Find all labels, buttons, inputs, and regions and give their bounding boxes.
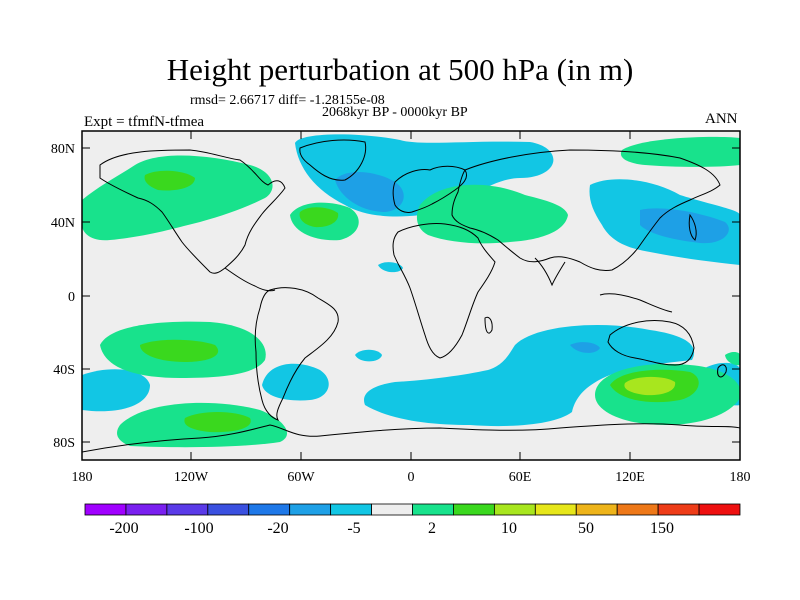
- colorbar-swatch: [453, 503, 495, 516]
- contour-strong-positive-atlantic: [299, 207, 339, 228]
- colorbar-label: -100: [184, 520, 213, 537]
- coastline-australia: [607, 320, 695, 366]
- contour-strong-negative-n-atlantic: [335, 171, 404, 212]
- contour-strong-negative-japan: [640, 208, 729, 244]
- coastlines: [82, 139, 740, 453]
- colorbar-label: 50: [578, 520, 594, 537]
- x-tick-label: 180: [72, 470, 93, 485]
- coastline-asia: [451, 149, 721, 271]
- colorbar-swatch: [125, 503, 168, 516]
- y-tick-label: 80N: [51, 142, 75, 157]
- x-tick-label: 120E: [615, 470, 645, 485]
- coastline-central-america: [224, 267, 276, 292]
- colorbar-swatch: [371, 503, 413, 516]
- y-tick-label: 0: [68, 290, 75, 305]
- coastline-new-zealand: [717, 364, 727, 378]
- contour-negative-atlantic-small: [378, 262, 403, 273]
- colorbar-label: -20: [267, 520, 288, 537]
- colorbar-swatch: [616, 503, 659, 516]
- x-axis-labels: 180 120W 60W 0 60E 120E 180: [72, 470, 751, 485]
- contour-strong-positive-s-pacific: [184, 412, 251, 433]
- contour-negative-southern: [364, 325, 695, 427]
- colorbar-swatch: [330, 503, 372, 516]
- x-tick-label: 60E: [509, 470, 532, 485]
- contour-strong-positive-sw-pacific: [140, 339, 219, 362]
- colorbar-swatch: [207, 503, 250, 516]
- x-tick-label: 180: [730, 470, 751, 485]
- colorbar-label: -200: [109, 520, 138, 537]
- y-tick-label: 80S: [53, 436, 75, 451]
- coastline-india: [534, 257, 566, 287]
- colorbar-label: 2: [428, 520, 436, 537]
- coastline-antarctica: [82, 423, 740, 453]
- colorbar-swatch: [657, 503, 700, 516]
- contour-positive-north-america: [82, 155, 273, 241]
- y-tick-label: 40S: [53, 363, 75, 378]
- colorbar-swatch: [412, 503, 454, 516]
- contour-negative-s-pacific: [82, 369, 150, 412]
- coastline-north-america: [99, 149, 286, 274]
- coastline-greenland: [299, 139, 367, 181]
- coastline-japan: [688, 213, 697, 241]
- colorbar-label: -5: [347, 520, 360, 537]
- coastline-europe: [392, 165, 468, 213]
- contour-fields: [82, 134, 740, 448]
- colorbar: [84, 503, 741, 516]
- season-label: ANN: [705, 111, 738, 127]
- colorbar-swatch: [534, 503, 577, 516]
- axis-ticks: [82, 131, 740, 460]
- coastline-africa: [392, 223, 496, 359]
- contour-negative-south-america: [262, 363, 329, 401]
- colorbar-swatch: [698, 503, 741, 516]
- time-period-label: 2068kyr BP - 0000kyr BP: [322, 105, 468, 120]
- y-tick-label: 40N: [51, 216, 75, 231]
- contour-positive-arctic: [620, 136, 740, 167]
- contour-strong-positive-canada: [144, 170, 195, 191]
- map-title: Height perturbation at 500 hPa (in m): [166, 52, 634, 87]
- colorbar-swatch: [166, 503, 209, 516]
- contour-positive-australia-east: [725, 351, 740, 366]
- contour-strong-negative-australia: [570, 342, 600, 353]
- colorbar-label: 10: [501, 520, 517, 537]
- colorbar-swatch: [493, 503, 536, 516]
- coastline-maritime-se-asia: [599, 293, 673, 313]
- contour-max-positive-s-indian: [624, 376, 676, 396]
- y-axis-labels: 80N 40N 0 40S 80S: [51, 142, 75, 451]
- contour-negative-s-atlantic-small: [355, 349, 382, 362]
- experiment-label: Expt = tfmfN-tfmea: [84, 114, 205, 130]
- coastline-south-america: [254, 287, 339, 421]
- colorbar-label: 150: [650, 520, 674, 537]
- colorbar-labels: -200 -100 -20 -5 2 10 50 150: [109, 520, 674, 537]
- coastline-madagascar: [484, 316, 493, 334]
- x-tick-label: 60W: [287, 470, 315, 485]
- x-tick-label: 120W: [174, 470, 209, 485]
- rmsd-diff-stats: rmsd= 2.66717 diff= -1.28155e-08: [190, 93, 385, 108]
- colorbar-swatch: [289, 503, 332, 516]
- colorbar-swatch: [248, 503, 291, 516]
- colorbar-swatch: [84, 503, 127, 516]
- colorbar-swatch: [575, 503, 618, 516]
- x-tick-label: 0: [408, 470, 415, 485]
